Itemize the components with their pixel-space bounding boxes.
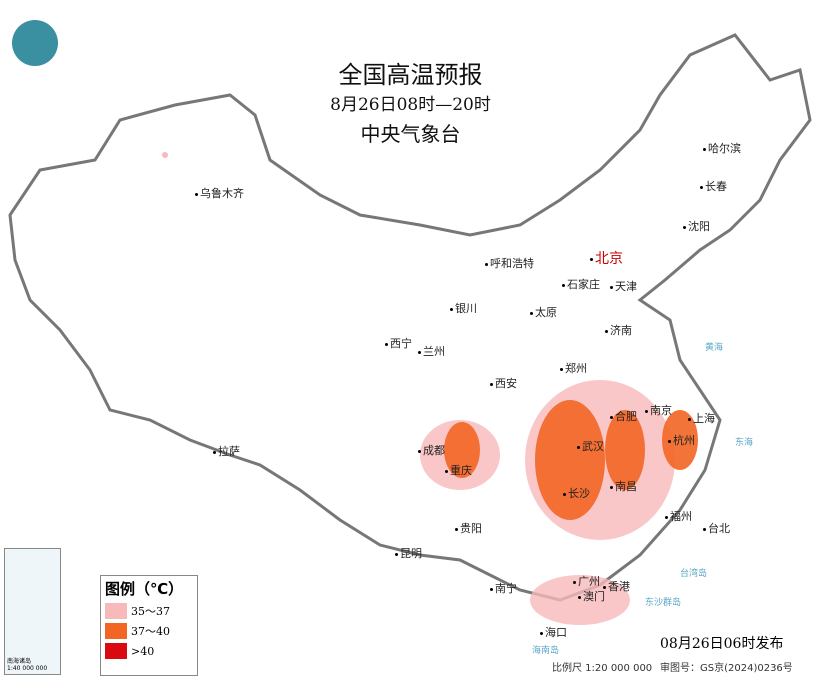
city-label: 澳门 [578,588,605,604]
sea-label: 东沙群岛 [645,598,682,608]
inset-scale: 1:40 000 000 [7,665,48,672]
city-label: 南京 [645,402,672,418]
city-label: 天津 [610,278,637,294]
city-label: 广州 [573,573,600,589]
legend-item: >40 [105,643,193,659]
city-label: 乌鲁木齐 [195,185,244,201]
legend-swatch [105,643,127,659]
sea-label: 东海 [735,438,754,448]
city-label: 南昌 [610,478,637,494]
cma-logo [12,20,58,66]
legend-swatch [105,603,127,619]
city-label: 呼和浩特 [485,255,534,271]
city-label: 拉萨 [213,443,240,459]
inset-label: 南海诸岛 [7,658,32,665]
publish-time: 08月26日06时发布 [660,636,784,652]
city-label: 长春 [700,178,727,194]
city-label: 济南 [605,322,632,338]
map-scale: 比例尺 1:20 000 000 [552,663,653,674]
city-label: 郑州 [560,360,587,376]
city-label: 南宁 [490,580,517,596]
city-label: 沈阳 [683,218,710,234]
legend-label: 35～37 [131,605,170,618]
legend-item: 35～37 [105,603,193,619]
sea-label: 黄海 [705,343,724,353]
city-label: 西安 [490,375,517,391]
city-label: 杭州 [668,432,695,448]
city-label: 成都 [418,442,445,458]
map-org: 中央气象台 [360,122,461,146]
city-label: 西宁 [385,335,412,351]
city-label: 香港 [603,578,630,594]
city-label: 台北 [703,520,730,536]
map-time-range: 8月26日08时—20时 [330,95,491,115]
city-label: 哈尔滨 [703,140,741,156]
city-label: 北京 [590,248,623,268]
approval-number: 审图号：GS京(2024)0236号 [660,663,793,674]
city-label: 太原 [530,304,557,320]
legend-title: 图例（℃） [105,580,184,598]
city-label: 合肥 [610,408,637,424]
south-china-sea-inset: 南海诸岛 1:40 000 000 [4,548,61,675]
legend: 图例（℃） 35～37 37～40 >40 [100,575,198,676]
legend-swatch [105,623,127,639]
city-label: 武汉 [577,438,604,454]
legend-label: >40 [131,644,155,658]
city-label: 海口 [540,624,567,640]
city-label: 长沙 [563,485,590,501]
sea-label: 海南岛 [532,646,560,656]
city-label: 上海 [688,410,715,426]
city-label: 石家庄 [562,276,600,292]
legend-item: 37～40 [105,623,193,639]
city-label: 福州 [665,508,692,524]
city-label: 重庆 [445,462,472,478]
city-label: 贵阳 [455,520,482,536]
map-title: 全国高温预报 [338,61,483,89]
sea-label: 台湾岛 [680,569,708,579]
city-label: 兰州 [418,343,445,359]
legend-label: 37～40 [131,625,170,638]
city-label: 昆明 [395,545,422,561]
city-label: 银川 [450,300,477,316]
